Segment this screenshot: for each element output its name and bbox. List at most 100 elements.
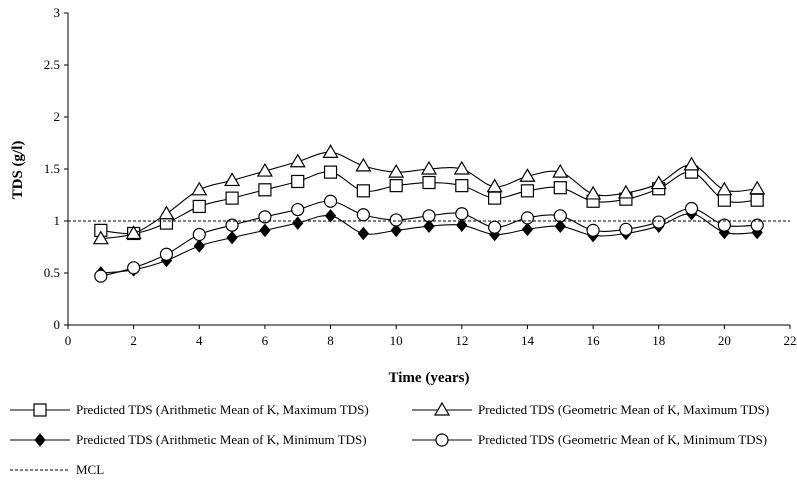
x-tick-label: 0 xyxy=(65,333,72,348)
triangle-data-point xyxy=(322,144,339,158)
square-data-point xyxy=(717,193,731,207)
circle-data-point xyxy=(586,223,600,237)
circle-data-point xyxy=(422,209,436,223)
diamond-data-point xyxy=(259,223,271,238)
y-tick-label: 3 xyxy=(54,5,61,20)
y-tick-label: 2 xyxy=(54,109,61,124)
y-tick-label: 0 xyxy=(54,317,61,332)
circle-data-point xyxy=(750,218,764,232)
legend-label: Predicted TDS (Arithmetic Mean of K, Min… xyxy=(76,432,367,447)
diamond-data-point xyxy=(390,223,402,238)
triangle-data-point xyxy=(552,163,569,178)
circle-data-point xyxy=(159,247,174,261)
triangle-data-point xyxy=(453,160,470,175)
circle-data-point xyxy=(225,218,239,232)
circle-data-point xyxy=(389,213,403,227)
chart: 0 0.5 1 1.5 2 2.5 3 0 2 4 6 8 10 12 14 16 18 20 22 Time (y… xyxy=(10,5,797,386)
circle-data-point xyxy=(553,209,567,223)
square-data-point xyxy=(225,191,239,205)
series-0 xyxy=(94,165,764,241)
legend-label: MCL xyxy=(76,462,105,477)
legend-item-geo-max: Predicted TDS (Geometric Mean of K, Maxi… xyxy=(412,400,769,420)
triangle-data-point xyxy=(388,163,405,178)
legend-label: Predicted TDS (Arithmetic Mean of K, Max… xyxy=(76,402,369,417)
diamond-data-point xyxy=(226,230,238,245)
triangle-data-point xyxy=(224,172,241,187)
square-data-point xyxy=(192,199,206,214)
legend-label: Predicted TDS (Geometric Mean of K, Maxi… xyxy=(478,402,770,417)
square-data-point xyxy=(455,179,469,193)
y-axis-title: TDS (g/l) xyxy=(10,141,26,200)
x-tick-label: 20 xyxy=(718,333,731,348)
circle-data-point xyxy=(619,222,633,236)
triangle-data-point xyxy=(716,181,733,196)
triangle-data-point xyxy=(486,178,503,193)
x-axis-title: Time (years) xyxy=(389,370,470,386)
square-data-point xyxy=(356,184,370,198)
legend-item-arith-min: Predicted TDS (Arithmetic Mean of K, Min… xyxy=(10,430,367,450)
x-tick-label: 2 xyxy=(130,333,137,348)
diamond-data-point xyxy=(193,239,205,253)
diamond-marker-icon xyxy=(10,433,70,447)
triangle-data-point xyxy=(519,168,536,182)
circle-data-point xyxy=(127,261,141,275)
ticks: 0 0.5 1 1.5 2 2.5 3 0 2 4 6 8 10 12 14 16 18 20 22 xyxy=(44,5,797,348)
legend-label: Predicted TDS (Geometric Mean of K, Mini… xyxy=(478,432,768,447)
series-3 xyxy=(94,194,764,283)
square-marker-icon xyxy=(10,403,70,417)
x-tick-label: 4 xyxy=(196,333,203,348)
square-data-point xyxy=(422,175,436,190)
square-data-point xyxy=(291,174,305,189)
circle-data-point xyxy=(717,218,731,232)
y-tick-label: 1 xyxy=(54,213,61,228)
triangle-data-point xyxy=(289,153,306,168)
circle-data-point xyxy=(323,194,338,208)
legend-item-arith-max: Predicted TDS (Arithmetic Mean of K, Max… xyxy=(10,400,369,420)
triangle-data-point xyxy=(749,180,766,195)
diamond-data-point xyxy=(554,219,566,233)
square-data-point xyxy=(323,165,338,179)
circle-data-point xyxy=(455,207,469,221)
square-data-point xyxy=(488,191,502,205)
circle-data-point xyxy=(488,220,502,234)
circle-data-point xyxy=(684,201,699,216)
x-tick-label: 22 xyxy=(784,333,797,348)
x-tick-label: 18 xyxy=(652,333,665,348)
square-data-point xyxy=(553,181,567,195)
x-tick-label: 8 xyxy=(327,333,334,348)
circle-data-point xyxy=(192,227,206,242)
diamond-data-point xyxy=(357,226,370,241)
triangle-data-point xyxy=(355,157,372,172)
circle-data-point xyxy=(258,210,272,224)
triangle-data-point xyxy=(650,175,667,190)
diamond-data-point xyxy=(423,219,435,233)
triangle-data-point xyxy=(683,156,700,171)
y-tick-label: 2.5 xyxy=(44,57,60,72)
triangle-data-point xyxy=(420,160,438,175)
diamond-data-point xyxy=(456,218,468,232)
legend-item-geo-min: Predicted TDS (Geometric Mean of K, Mini… xyxy=(412,430,767,450)
circle-marker-icon xyxy=(412,433,472,447)
circle-data-point xyxy=(356,208,370,222)
triangle-marker-icon xyxy=(412,401,472,416)
x-tick-label: 10 xyxy=(390,333,403,348)
circle-data-point xyxy=(291,202,305,217)
square-data-point xyxy=(389,179,403,193)
triangle-data-point xyxy=(158,205,175,220)
circle-data-point xyxy=(520,211,535,225)
triangle-data-point xyxy=(92,230,109,245)
triangle-data-point xyxy=(617,184,634,199)
series-lines xyxy=(68,144,790,283)
x-tick-label: 14 xyxy=(521,333,535,348)
diamond-data-point xyxy=(324,209,337,223)
x-tick-label: 12 xyxy=(455,333,468,348)
series-1 xyxy=(92,144,766,245)
legend-item-mcl: MCL xyxy=(10,460,104,480)
legend: Predicted TDS (Arithmetic Mean of K, Max… xyxy=(0,396,797,482)
dashed-line-icon xyxy=(10,469,70,471)
diamond-data-point xyxy=(521,222,534,237)
triangle-data-point xyxy=(191,181,208,196)
triangle-data-point xyxy=(256,162,273,177)
y-tick-label: 1.5 xyxy=(44,161,60,176)
diamond-data-point xyxy=(292,216,304,230)
